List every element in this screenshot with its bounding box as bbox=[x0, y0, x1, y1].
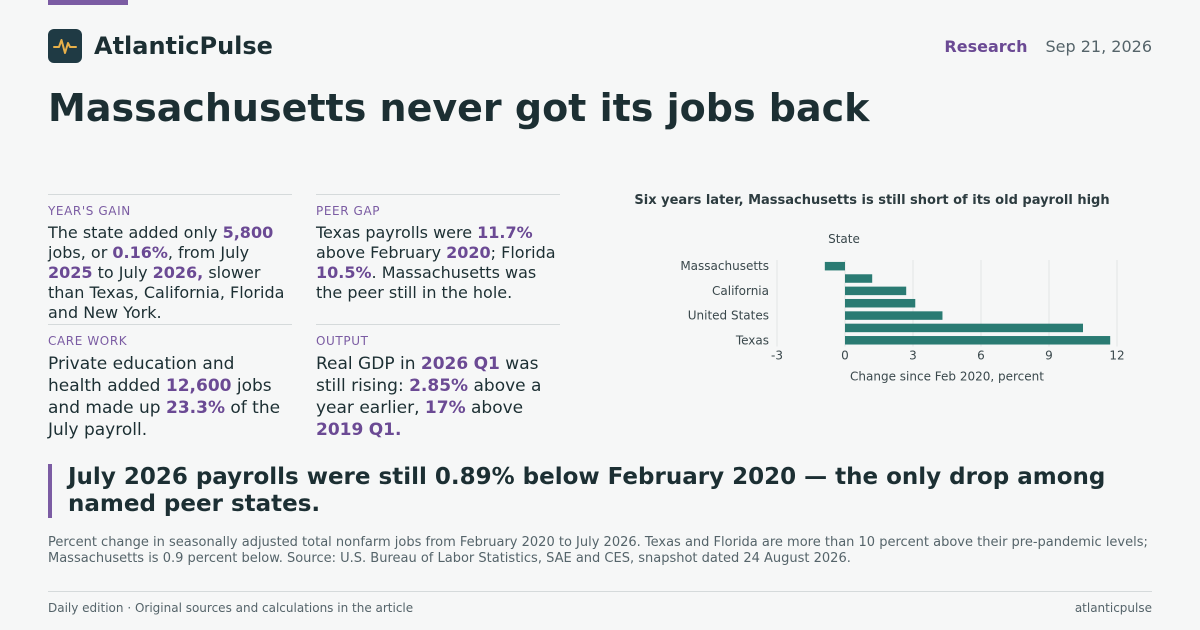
page-title: Massachusetts never got its jobs back bbox=[48, 86, 870, 130]
x-tick-label: 6 bbox=[977, 348, 985, 362]
x-tick-label: -3 bbox=[771, 348, 783, 362]
card-output: OUTPUT Real GDP in 2026 Q1 was still ris… bbox=[316, 324, 560, 441]
card-text-run: ; Florida bbox=[490, 243, 556, 262]
card-text-run: above February bbox=[316, 243, 447, 262]
callout-text: July 2026 payrolls were still 0.89% belo… bbox=[68, 464, 1106, 517]
y-tick-label: Massachusetts bbox=[680, 259, 769, 273]
card-text: The state added only 5,800 jobs, or 0.16… bbox=[48, 223, 292, 323]
card-text-run: jobs and made up bbox=[48, 376, 272, 418]
card-label: PEER GAP bbox=[316, 204, 381, 218]
x-axis-title: Change since Feb 2020, percent bbox=[850, 369, 1044, 383]
highlight-figure: Q1 bbox=[473, 354, 500, 374]
chart-bar bbox=[845, 323, 1083, 333]
highlight-figure: 2026, bbox=[152, 263, 204, 282]
highlight-figure: 2020 bbox=[446, 243, 491, 262]
card-text-run: slower than Texas, California, Florida a… bbox=[48, 263, 285, 322]
card-text-run: Private education and health added bbox=[48, 354, 235, 396]
card-label: OUTPUT bbox=[316, 334, 369, 348]
card-text-run: Texas payrolls were bbox=[316, 223, 478, 242]
footer-site[interactable]: atlanticpulse bbox=[1074, 601, 1152, 615]
section-link[interactable]: Research bbox=[944, 36, 1028, 56]
key-takeaway-callout: July 2026 payrolls were still 0.89% belo… bbox=[48, 464, 1152, 518]
highlight-figure: 12,600 bbox=[165, 376, 232, 396]
chart-bar bbox=[845, 286, 907, 296]
card-text-run: above a year earlier, bbox=[316, 376, 542, 418]
site-header: AtlanticPulse Research Sep 21, 2026 bbox=[48, 28, 1152, 64]
chart-bar bbox=[845, 336, 1111, 345]
highlight-figure: 2.85% bbox=[409, 376, 469, 396]
card-text-run: . Massachusetts was the peer still in th… bbox=[316, 263, 537, 302]
y-tick-label: United States bbox=[688, 309, 769, 323]
footer: Daily edition · Original sources and cal… bbox=[48, 591, 1152, 615]
chart-title: Six years later, Massachusetts is still … bbox=[634, 193, 1110, 208]
card-label: CARE WORK bbox=[48, 334, 128, 348]
highlight-figure: 2026 bbox=[420, 354, 469, 374]
highlight-figure: Q1. bbox=[368, 420, 402, 440]
chart-bar bbox=[845, 311, 943, 320]
card-text: Texas payrolls were 11.7% above February… bbox=[316, 223, 560, 303]
card-peer-gap: PEER GAP Texas payrolls were 11.7% above… bbox=[316, 194, 560, 303]
card-label: YEAR'S GAIN bbox=[48, 204, 131, 218]
card-text-run: , from July bbox=[167, 243, 250, 262]
card-care-work: CARE WORK Private education and health a… bbox=[48, 324, 292, 441]
publish-date: Sep 21, 2026 bbox=[1045, 36, 1153, 56]
highlight-figure: 2019 bbox=[316, 420, 364, 440]
highlight-figure: 2025 bbox=[48, 263, 93, 282]
highlight-figure: 17% bbox=[424, 398, 466, 418]
card-years-gain: YEAR'S GAIN The state added only 5,800 j… bbox=[48, 194, 292, 323]
card-text-run: jobs, or bbox=[48, 243, 113, 262]
highlight-figure: 10.5% bbox=[316, 263, 372, 282]
chart-bar bbox=[845, 298, 916, 308]
x-tick-label: 3 bbox=[909, 348, 917, 362]
card-text-run: above bbox=[465, 398, 524, 418]
y-tick-label: Texas bbox=[735, 333, 769, 347]
highlight-figure: 0.16% bbox=[112, 243, 168, 262]
highlight-figure: 11.7% bbox=[477, 223, 533, 242]
card-text: Real GDP in 2026 Q1 was still rising: 2.… bbox=[316, 353, 560, 441]
top-accent-bar bbox=[48, 0, 128, 5]
brand-name[interactable]: AtlanticPulse bbox=[94, 32, 273, 60]
chart-bar bbox=[824, 261, 845, 271]
payroll-change-chart: Massachusetts California United States Texa… bbox=[680, 232, 1124, 383]
pulse-icon[interactable] bbox=[48, 29, 82, 63]
card-text-run: was still rising: bbox=[316, 354, 539, 396]
highlight-figure: 5,800 bbox=[222, 223, 274, 242]
card-text-run: The state added only bbox=[48, 223, 223, 242]
x-tick-label: 0 bbox=[841, 348, 849, 362]
y-tick-label: California bbox=[712, 284, 769, 298]
highlight-figure: 23.3% bbox=[166, 398, 225, 418]
chart-bar bbox=[845, 274, 873, 283]
chart-note: Percent change in seasonally adjusted to… bbox=[48, 535, 1148, 566]
card-text-run: to July bbox=[92, 263, 153, 282]
card-text: Private education and health added 12,60… bbox=[48, 353, 292, 441]
card-text-run: Real GDP in bbox=[316, 354, 421, 374]
x-tick-label: 12 bbox=[1109, 348, 1124, 362]
card-text-run: of the July payroll. bbox=[48, 398, 281, 440]
y-axis-title: State bbox=[828, 232, 860, 246]
x-tick-label: 9 bbox=[1045, 348, 1053, 362]
footer-edition: Daily edition · Original sources and cal… bbox=[48, 601, 414, 615]
